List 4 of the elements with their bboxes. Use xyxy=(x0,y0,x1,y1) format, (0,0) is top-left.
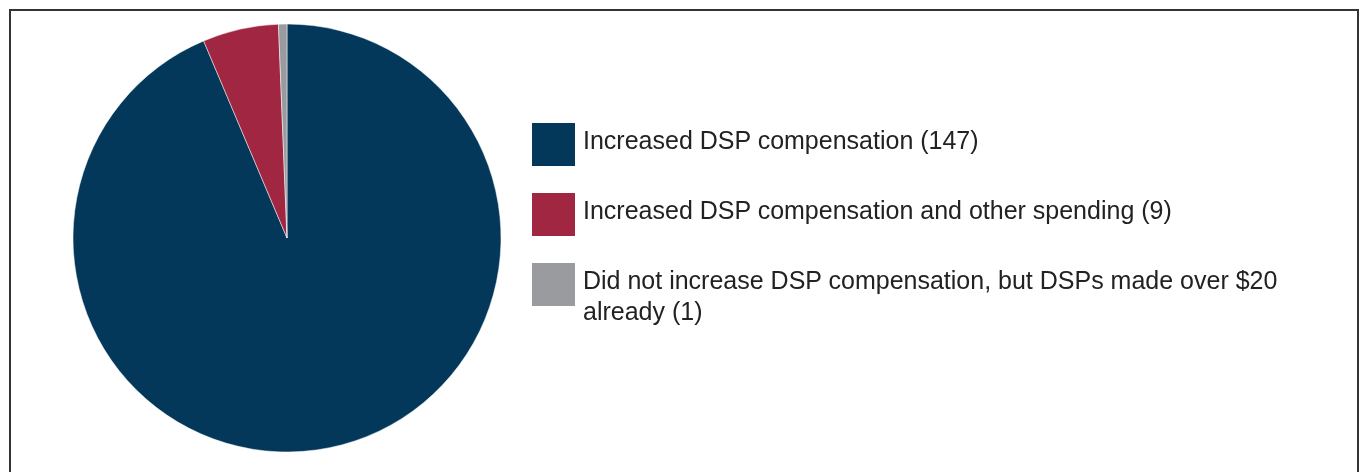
legend-label: Did not increase DSP compensation, but DSPs made over $20 already (1) xyxy=(583,265,1278,325)
pie-slice xyxy=(72,23,502,452)
legend-label: Increased DSP compensation (147) xyxy=(583,125,979,154)
legend-label: Increased DSP compensation and other spending (9) xyxy=(583,195,1172,224)
